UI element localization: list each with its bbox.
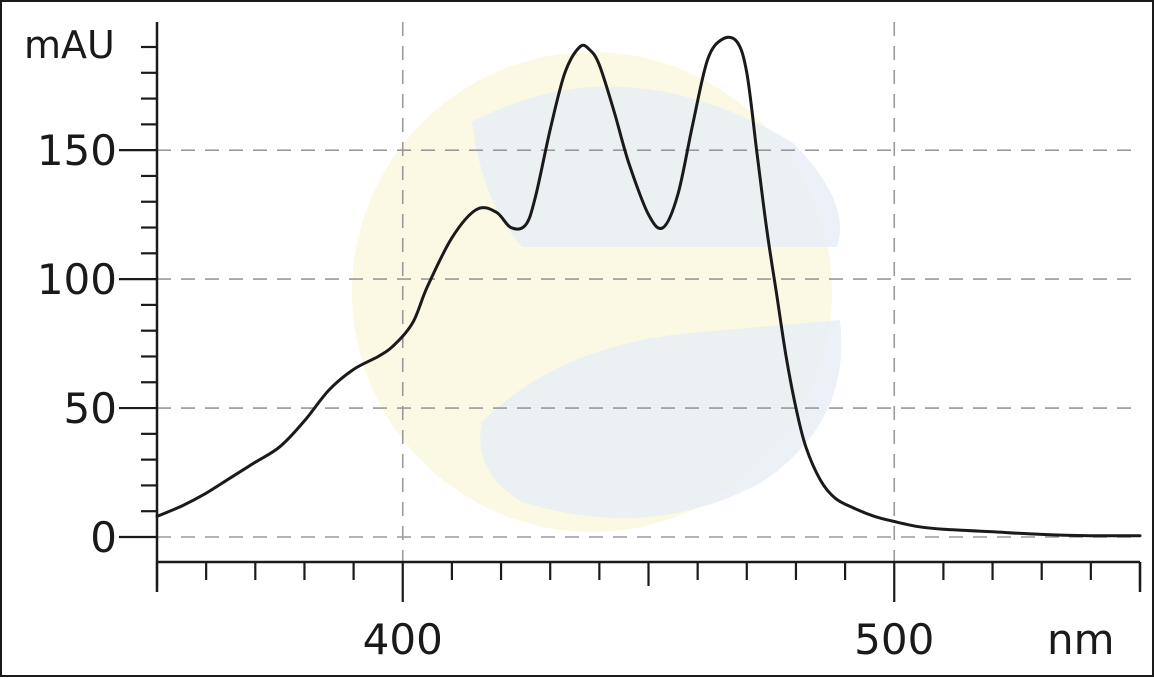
y-tick-label-3: 150 xyxy=(37,126,117,175)
axis-ticks xyxy=(119,45,1142,602)
watermark-upper-arc xyxy=(472,86,840,247)
y-tick-label-0: 0 xyxy=(90,513,117,562)
gridlines xyxy=(157,22,1140,562)
y-axis-unit-label: mAU xyxy=(24,23,115,67)
x-tick-label-0: 400 xyxy=(363,615,443,664)
watermark-lower-arc xyxy=(480,320,842,518)
tick-labels: 0 50 100 150 400 500 xyxy=(37,126,935,664)
x-axis-unit-label: nm xyxy=(1047,615,1115,664)
watermark-logo xyxy=(352,52,842,532)
x-tick-label-1: 500 xyxy=(854,615,934,664)
series-line xyxy=(155,35,1142,538)
y-tick-label-2: 100 xyxy=(37,255,117,304)
y-tick-label-1: 50 xyxy=(64,384,117,433)
